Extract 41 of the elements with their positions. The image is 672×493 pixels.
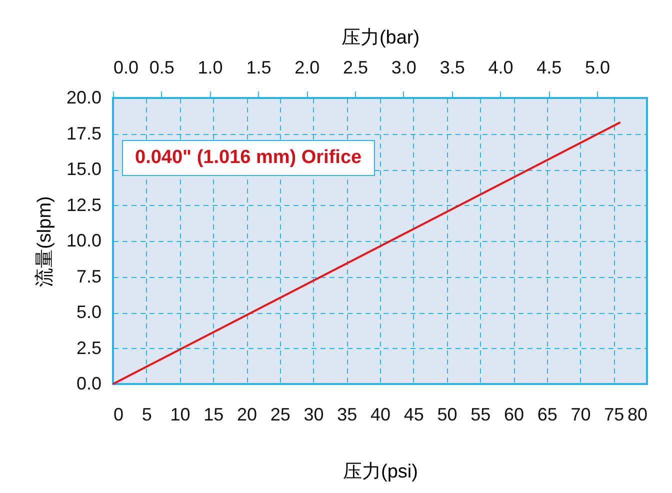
x-tick-label: 15 (204, 404, 224, 424)
x2-tick-label: 0.0 (114, 58, 139, 78)
x2-tick-label: 3.5 (440, 58, 465, 78)
x2-tick-label: 0.5 (149, 58, 174, 78)
x-tick-label: 25 (270, 404, 290, 424)
x-tick-label: 0 (114, 404, 124, 424)
x-tick-label: 55 (470, 404, 491, 424)
x-tick-label: 75 (604, 404, 624, 424)
x2-tick-label: 2.5 (343, 58, 368, 78)
x-tick-label: 60 (504, 404, 524, 424)
y-tick-label: 5.0 (76, 302, 102, 322)
x-tick-label: 70 (570, 404, 591, 424)
x-tick-label: 65 (537, 404, 558, 424)
y-tick-label: 0.0 (76, 374, 102, 394)
y-tick-label: 17.5 (66, 123, 102, 144)
x-tick-label: 80 (627, 404, 648, 424)
x-axis-title: 压力(psi) (343, 462, 418, 482)
x2-tick-label: 5.0 (585, 58, 610, 78)
y-tick-label: 20.0 (66, 88, 102, 108)
y-tick-label: 10.0 (66, 230, 102, 250)
x-tick-label: 35 (337, 404, 358, 424)
x2-tick-label: 4.0 (488, 58, 514, 78)
y-tick-label: 15.0 (66, 159, 102, 179)
x2-tick-label: 1.5 (246, 58, 272, 78)
y-tick-label: 7.5 (76, 266, 102, 286)
x-tick-label: 10 (170, 404, 190, 424)
x2-tick-label: 4.5 (536, 58, 562, 78)
x2-tick-label: 3.0 (391, 58, 416, 78)
x-tick-label: 30 (304, 404, 324, 424)
x-tick-label: 20 (236, 404, 258, 424)
x2-axis-title: 压力(bar) (341, 28, 420, 48)
x2-tick-label: 2.0 (294, 58, 320, 78)
x-tick-label: 5 (142, 404, 152, 424)
x-tick-label: 40 (370, 404, 391, 424)
x-tick-label: 50 (437, 404, 458, 424)
y-axis-title: 流量(slpm) (33, 196, 56, 287)
x-tick-label: 45 (404, 404, 424, 424)
x2-tick-label: 1.0 (198, 58, 223, 78)
y-tick-label: 2.5 (76, 338, 102, 358)
annotation: 0.040" (1.016 mm) Orifice (122, 140, 375, 176)
y-tick-label: 12.5 (66, 194, 102, 215)
